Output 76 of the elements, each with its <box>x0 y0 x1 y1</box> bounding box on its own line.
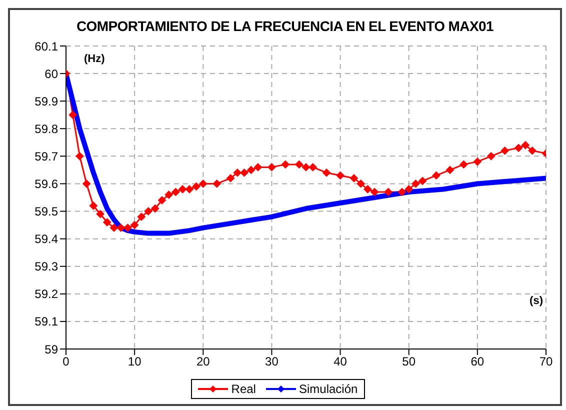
point <box>473 158 482 166</box>
point <box>412 180 420 188</box>
point <box>308 163 317 172</box>
point <box>233 168 242 177</box>
point <box>302 163 310 172</box>
x-tick-label: 40 <box>334 354 348 369</box>
x-tick-label: 70 <box>539 354 553 369</box>
y-tick-label: 59.9 <box>34 94 58 108</box>
x-tick-label: 20 <box>196 354 210 369</box>
point <box>268 163 276 172</box>
x-tick-label: 60 <box>470 354 484 369</box>
y-tick-label: 59.8 <box>34 122 58 136</box>
y-tick-label: 59.2 <box>34 287 58 302</box>
point <box>178 185 187 194</box>
point <box>199 180 208 188</box>
point <box>384 188 392 196</box>
point <box>322 168 331 177</box>
y-tick-label: 59.7 <box>34 149 58 164</box>
y-tick-label: 59.3 <box>34 260 58 274</box>
y-tick-label: 59.6 <box>34 176 58 191</box>
point <box>460 160 468 168</box>
point <box>418 176 427 185</box>
point <box>82 180 91 188</box>
point <box>500 146 509 155</box>
point <box>151 204 160 213</box>
point <box>96 210 104 218</box>
y-tick-label: 59 <box>44 342 58 356</box>
point <box>226 174 235 182</box>
y-tick-label: 59.4 <box>34 232 58 246</box>
point <box>350 174 358 182</box>
point <box>137 212 146 221</box>
y-tick-label: 59.5 <box>34 204 58 219</box>
point <box>89 202 98 210</box>
y-tick-label: 59.1 <box>34 314 58 329</box>
point <box>192 182 200 190</box>
point <box>130 221 139 230</box>
legend-label: Simulación <box>298 382 358 396</box>
point <box>247 166 256 174</box>
y-axis-title: (Hz) <box>84 52 106 65</box>
point <box>398 188 406 196</box>
point <box>404 185 413 194</box>
point <box>254 163 262 172</box>
y-tick-label: 60.1 <box>34 39 58 54</box>
point <box>103 218 112 226</box>
point <box>144 207 152 216</box>
point <box>212 180 221 188</box>
point <box>185 185 194 194</box>
chart-title: COMPORTAMIENTO DE LA FRECUENCIA EN EL EVENTO MAX01 <box>76 18 494 34</box>
point <box>124 224 132 232</box>
x-axis-title: (s) <box>530 294 544 307</box>
point <box>281 160 290 168</box>
x-tick-label: 30 <box>265 354 279 369</box>
point <box>528 146 536 155</box>
x-tick-label: 0 <box>62 354 70 369</box>
y-tick-label: 60 <box>44 66 58 81</box>
point <box>164 190 173 199</box>
point <box>110 224 118 232</box>
point <box>487 152 496 160</box>
point <box>521 141 530 150</box>
point <box>370 188 379 196</box>
point <box>158 196 166 204</box>
point <box>364 185 372 194</box>
point <box>76 152 84 160</box>
point <box>356 180 365 188</box>
point <box>432 171 440 180</box>
point <box>68 110 77 119</box>
point <box>514 144 523 152</box>
point <box>446 166 454 174</box>
x-tick-label: 10 <box>128 354 142 369</box>
point <box>240 168 248 177</box>
point <box>116 224 125 232</box>
point <box>172 188 180 196</box>
point <box>336 171 344 180</box>
point <box>295 160 304 168</box>
legend-label: Real <box>230 382 256 396</box>
x-tick-label: 50 <box>402 354 416 369</box>
